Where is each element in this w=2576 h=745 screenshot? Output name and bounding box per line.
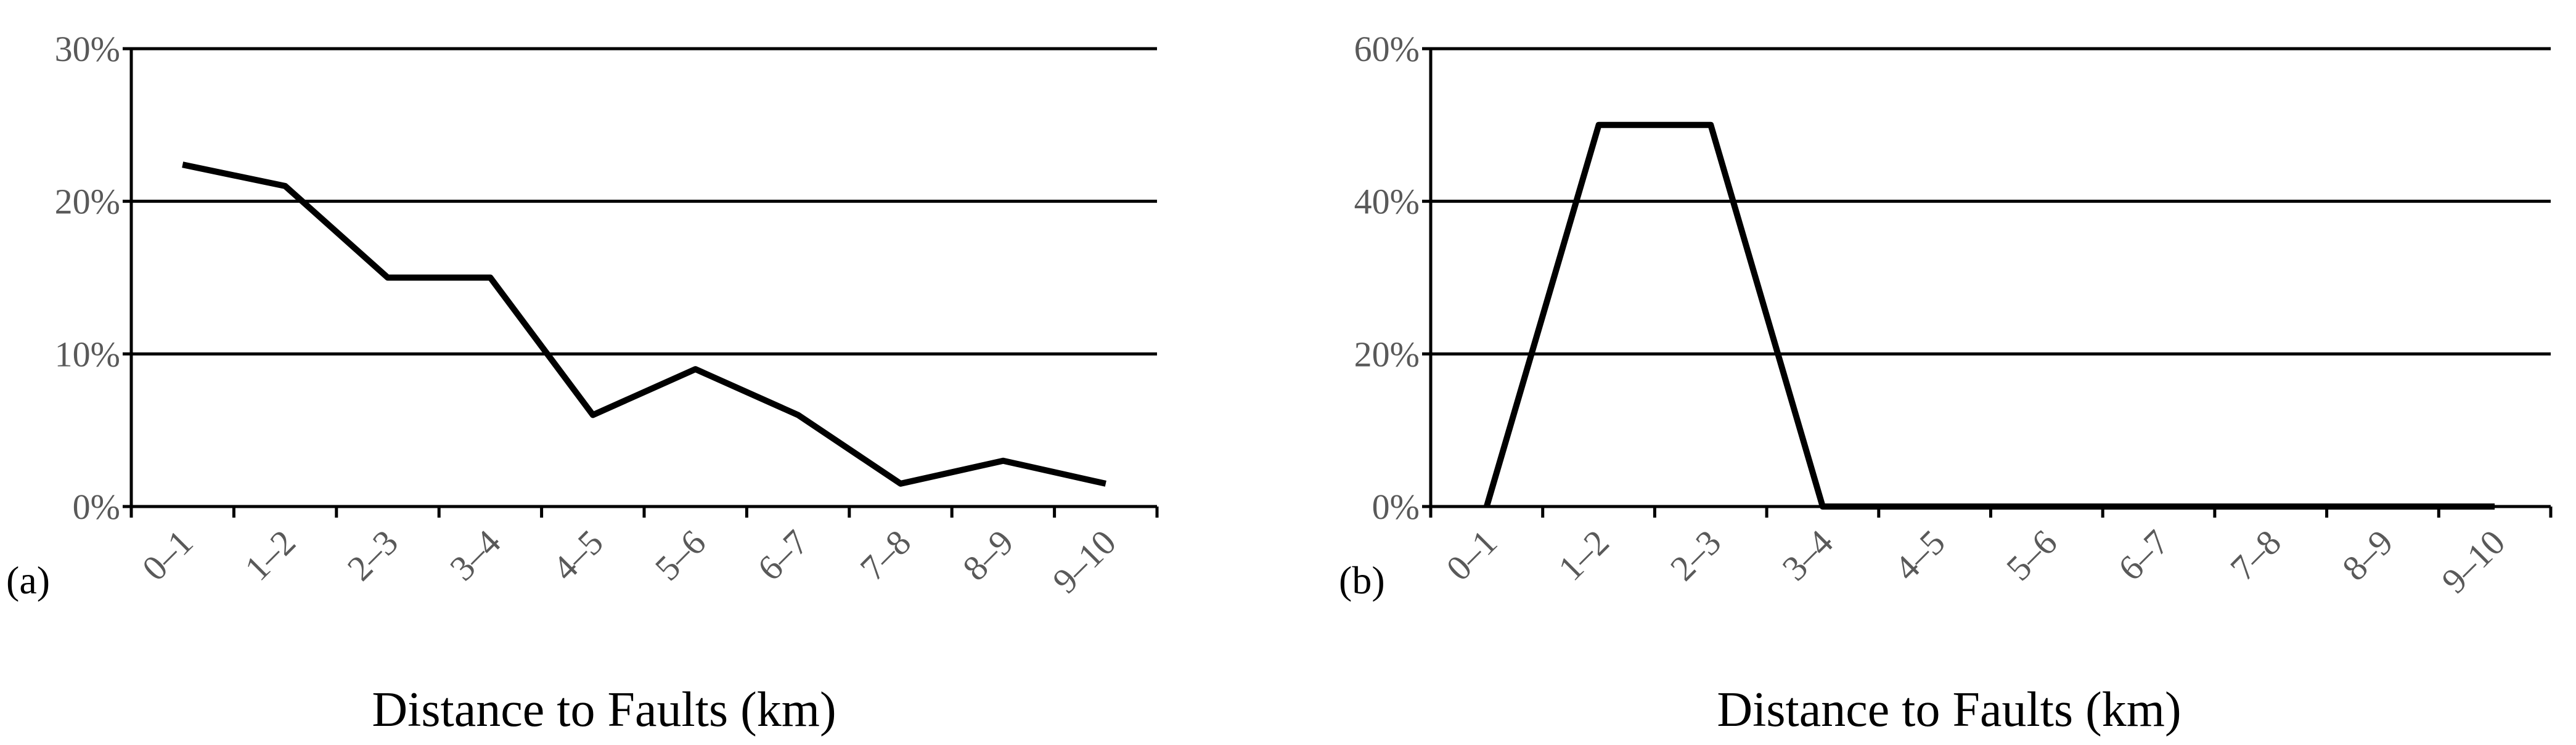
y-tick-labels: 0% 10% 20% 30%: [55, 29, 120, 527]
x-tick-labels: 0–1 1–2 2–3 3–4 4–5 5–6 6–7 7–8 8–9 9–10: [134, 522, 1124, 601]
x-tick-label: 8–9: [2334, 522, 2400, 588]
x-tick-label: 7–8: [2222, 522, 2288, 588]
y-tick-label: 40%: [1354, 182, 1420, 222]
x-tick-label: 3–4: [1775, 522, 1841, 588]
y-tick-label: 0%: [73, 487, 120, 527]
x-tick-label: 0–1: [134, 522, 200, 588]
x-tick-label: 0–1: [1439, 522, 1505, 588]
grid-lines: [1431, 47, 2551, 356]
chart-panel-a: 0% 10% 20% 30% 0–1 1–2 2–3 3–4 4–5 5–6 6–7 7–8 8–9 9…: [6, 29, 1159, 737]
y-tick-label: 60%: [1354, 29, 1420, 69]
x-tick-label: 1–2: [1550, 522, 1616, 588]
x-tick-label: 9–10: [2434, 522, 2513, 601]
x-tick-label: 6–7: [750, 522, 816, 588]
series-layer: [1484, 121, 2495, 510]
axes: [123, 47, 1159, 518]
y-tick-label: 20%: [1354, 334, 1420, 374]
x-tick-label: 9–10: [1045, 522, 1124, 601]
series-layer: [182, 161, 1106, 487]
chart-panel-b: 0% 20% 40% 60% 0–1 1–2 2–3 3–4 4–5 5–6 6–7 7–8 8–9 9…: [1339, 29, 2553, 737]
x-axis-title: Distance to Faults (km): [1717, 683, 2181, 737]
y-tick-label: 30%: [55, 29, 120, 69]
series-line: [1484, 121, 2495, 510]
x-tick-label: 8–9: [955, 522, 1021, 588]
x-tick-label: 4–5: [1886, 522, 1952, 588]
x-tick-label: 2–3: [340, 522, 406, 588]
y-tick-label: 20%: [55, 182, 120, 222]
x-axis-title: Distance to Faults (km): [372, 683, 836, 737]
x-tick-labels: 0–1 1–2 2–3 3–4 4–5 5–6 6–7 7–8 8–9 9–10: [1439, 522, 2513, 601]
x-tick-label: 5–6: [1998, 522, 2064, 588]
y-tick-label: 10%: [55, 334, 120, 374]
panel-label: (b): [1339, 558, 1385, 602]
y-tick-label: 0%: [1372, 487, 1420, 527]
axes: [1422, 47, 2553, 518]
x-tick-label: 5–6: [647, 522, 713, 588]
x-tick-label: 1–2: [237, 522, 303, 588]
x-tick-label: 7–8: [853, 522, 918, 588]
x-tick-label: 4–5: [545, 522, 611, 588]
panel-label: (a): [6, 558, 50, 602]
grid-lines: [131, 47, 1157, 356]
x-tick-label: 2–3: [1662, 522, 1728, 588]
x-tick-label: 6–7: [2111, 522, 2177, 588]
series-line: [182, 161, 1106, 487]
y-tick-labels: 0% 20% 40% 60%: [1354, 29, 1420, 527]
x-tick-label: 3–4: [442, 522, 508, 588]
